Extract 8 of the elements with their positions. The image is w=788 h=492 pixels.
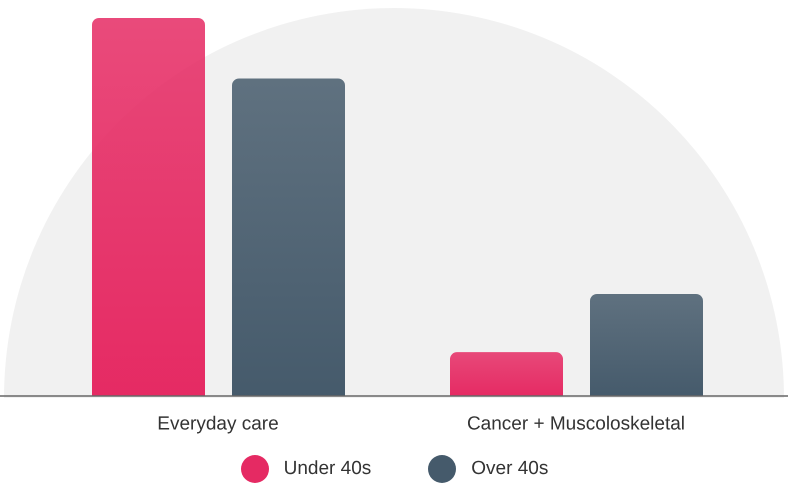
x-tick-label: Cancer + Muscoloskeletal [466,413,686,434]
x-tick-label: Everyday care [157,413,279,434]
bar [232,78,345,396]
legend-label: Under 40s [284,458,372,480]
legend-label: Over 40s [471,458,548,480]
bar [92,18,205,396]
bar [590,294,703,396]
bar [450,352,563,396]
